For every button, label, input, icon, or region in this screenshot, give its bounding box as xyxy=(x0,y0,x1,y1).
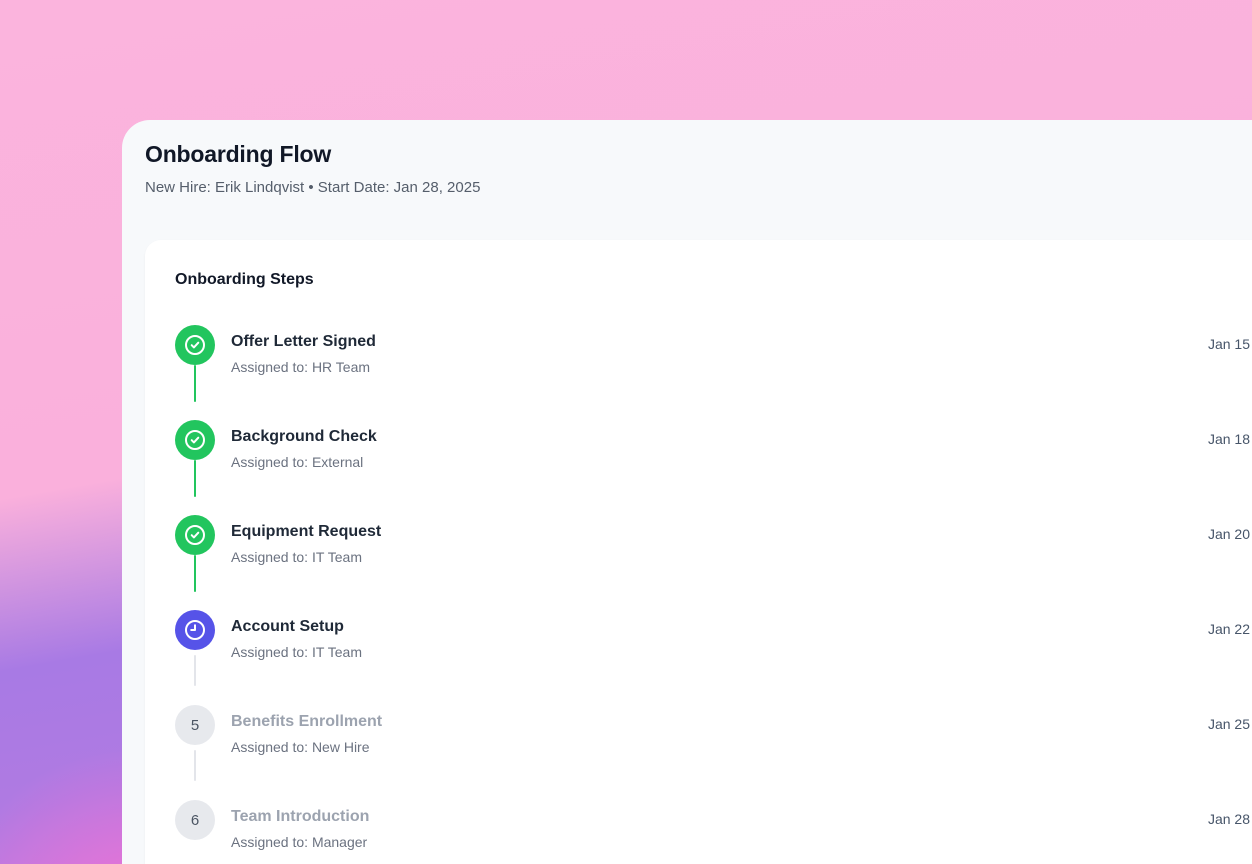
step-connector xyxy=(193,365,196,402)
step-assignee: Assigned to: External xyxy=(231,454,364,470)
step-row-offer-letter-signed: Offer Letter Signed Assigned to: HR Team… xyxy=(175,325,1250,420)
step-date: Jan 22 xyxy=(1207,621,1250,637)
panel-heading: Onboarding Steps xyxy=(175,271,314,288)
step-title: Account Setup xyxy=(231,618,344,635)
step-number-badge: 5 xyxy=(175,705,215,745)
step-assignee: Assigned to: New Hire xyxy=(231,739,370,755)
step-assignee: Assigned to: Manager xyxy=(231,834,368,850)
check-circle-icon xyxy=(175,515,215,555)
check-circle-icon xyxy=(175,420,215,460)
step-connector xyxy=(193,750,196,781)
step-assignee: Assigned to: HR Team xyxy=(231,359,371,375)
step-row-background-check: Background Check Assigned to: External J… xyxy=(175,420,1250,515)
step-date: Jan 28 xyxy=(1207,811,1250,827)
step-connector xyxy=(193,460,196,497)
step-title: Benefits Enrollment xyxy=(231,713,383,730)
page-title: Onboarding Flow xyxy=(145,141,332,167)
step-connector xyxy=(193,655,196,686)
step-date: Jan 25 xyxy=(1207,716,1250,732)
step-connector xyxy=(193,555,196,592)
step-title: Equipment Request xyxy=(231,523,382,540)
step-row-team-introduction: 6 Team Introduction Assigned to: Manager… xyxy=(175,800,1250,864)
step-title: Background Check xyxy=(231,428,377,445)
steps-timeline: Offer Letter Signed Assigned to: HR Team… xyxy=(175,325,1252,864)
step-date: Jan 20 xyxy=(1207,526,1250,542)
step-date: Jan 15 xyxy=(1207,336,1250,352)
step-title: Team Introduction xyxy=(231,808,370,825)
onboarding-steps-panel: Onboarding Steps Offer Letter Signed Ass… xyxy=(145,240,1252,864)
step-assignee: Assigned to: IT Team xyxy=(231,549,362,565)
page-subtitle: New Hire: Erik Lindqvist • Start Date: J… xyxy=(145,179,481,196)
step-row-benefits-enrollment: 5 Benefits Enrollment Assigned to: New H… xyxy=(175,705,1250,800)
step-title: Offer Letter Signed xyxy=(231,333,376,350)
check-circle-icon xyxy=(175,325,215,365)
step-row-account-setup: Account Setup Assigned to: IT Team Jan 2… xyxy=(175,610,1250,705)
step-number-badge: 6 xyxy=(175,800,215,840)
step-date: Jan 18 xyxy=(1207,431,1250,447)
step-assignee: Assigned to: IT Team xyxy=(231,644,362,660)
step-row-equipment-request: Equipment Request Assigned to: IT Team J… xyxy=(175,515,1250,610)
onboarding-flow-card: Onboarding Flow New Hire: Erik Lindqvist… xyxy=(122,120,1252,864)
clock-icon xyxy=(175,610,215,650)
